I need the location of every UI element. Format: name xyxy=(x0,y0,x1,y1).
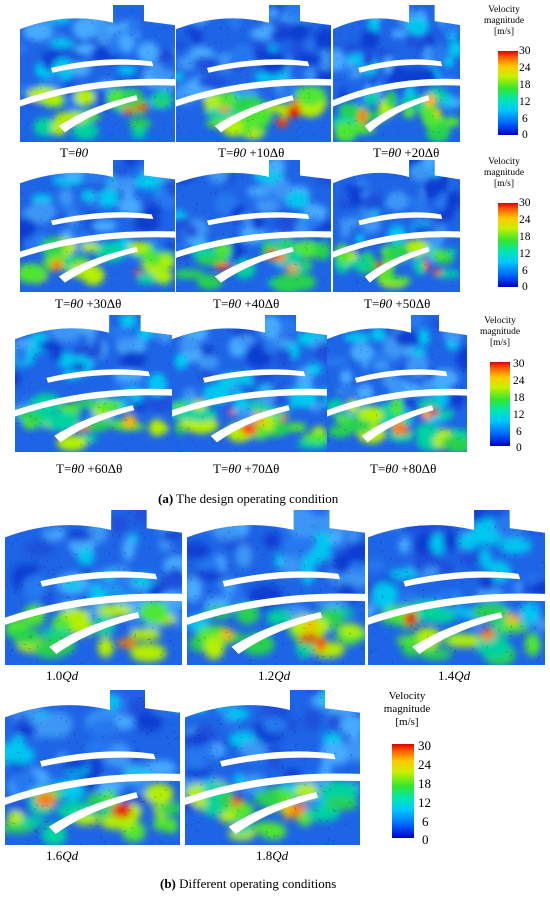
colorbar-tick: 18 xyxy=(513,392,525,404)
colorbar-title: Velocity magnitude [m/s] xyxy=(474,157,534,190)
colorbar-tick: 0 xyxy=(522,129,528,141)
panel-label-a5: T=θ0 +40Δθ xyxy=(213,296,279,312)
colorbar-tick: 18 xyxy=(519,231,531,243)
panel-label-a7: T=θ0 +60Δθ xyxy=(56,461,122,477)
colorbar-tick: 18 xyxy=(519,79,531,91)
colorbar-4: Velocity magnitude [m/s] 30 24 18 12 6 0 xyxy=(372,690,462,850)
colorbar-tick: 12 xyxy=(418,797,431,809)
panel-label-a3: T=θ0 +20Δθ xyxy=(373,145,439,161)
colorbar-tick: 6 xyxy=(516,426,522,438)
colorbar-gradient xyxy=(498,51,518,135)
colorbar-tick: 0 xyxy=(516,442,522,454)
colorbar-tick: 12 xyxy=(513,409,525,421)
colorbar-title: Velocity magnitude [m/s] xyxy=(470,316,530,349)
panel-label-a2: T=θ0 +10Δθ xyxy=(218,145,284,161)
panel-label-a4: T=θ0 +30Δθ xyxy=(55,296,121,312)
contour-panel-a8 xyxy=(172,315,327,452)
colorbar-tick: 24 xyxy=(519,214,531,226)
caption-b: (b) Different operating conditions xyxy=(160,876,336,892)
contour-panel-b1 xyxy=(5,510,182,665)
colorbar-1: Velocity magnitude [m/s] 30 24 18 12 6 0 xyxy=(470,5,545,140)
colorbar-tick: 30 xyxy=(513,358,525,370)
colorbar-title: Velocity magnitude [m/s] xyxy=(474,5,534,38)
colorbar-gradient xyxy=(498,203,518,287)
panel-label-b4: 1.6Qd xyxy=(46,848,78,864)
colorbar-gradient xyxy=(490,362,510,446)
colorbar-tick: 24 xyxy=(418,759,431,771)
colorbar-tick: 6 xyxy=(522,113,528,125)
colorbar-tick: 12 xyxy=(519,96,531,108)
colorbar-tick: 6 xyxy=(422,816,429,828)
caption-a: (a) The design operating condition xyxy=(158,491,338,507)
contour-panel-a2 xyxy=(176,5,331,142)
colorbar-tick: 30 xyxy=(418,740,431,752)
panel-label-a1: T=θ0 xyxy=(60,145,88,161)
colorbar-tick: 18 xyxy=(418,778,431,790)
colorbar-tick: 24 xyxy=(513,375,525,387)
colorbar-title: Velocity magnitude [m/s] xyxy=(372,690,442,729)
panel-label-a6: T=θ0 +50Δθ xyxy=(364,296,430,312)
contour-panel-a6 xyxy=(333,160,460,292)
contour-panel-b4 xyxy=(5,690,180,845)
contour-panel-b2 xyxy=(187,510,365,665)
panel-label-b3: 1.4Qd xyxy=(438,668,470,684)
colorbar-tick: 0 xyxy=(422,834,429,846)
contour-panel-a1 xyxy=(20,5,175,142)
colorbar-tick: 30 xyxy=(519,197,531,209)
contour-panel-a3 xyxy=(333,5,460,142)
panel-label-b2: 1.2Qd xyxy=(258,668,290,684)
colorbar-gradient xyxy=(392,744,414,838)
contour-panel-a5 xyxy=(176,160,331,292)
contour-panel-a4 xyxy=(20,160,175,292)
colorbar-2: Velocity magnitude [m/s] 30 24 18 12 6 0 xyxy=(470,157,545,292)
colorbar-tick: 0 xyxy=(522,281,528,293)
contour-panel-b3 xyxy=(368,510,545,665)
colorbar-3: Velocity magnitude [m/s] 30 24 18 12 6 0 xyxy=(470,316,545,451)
colorbar-tick: 24 xyxy=(519,62,531,74)
colorbar-tick: 12 xyxy=(519,248,531,260)
panel-label-a8: T=θ0 +70Δθ xyxy=(213,461,279,477)
colorbar-tick: 30 xyxy=(519,45,531,57)
panel-label-b5: 1.8Qd xyxy=(256,848,288,864)
contour-panel-b5 xyxy=(185,690,360,845)
panel-label-a9: T=θ0 +80Δθ xyxy=(370,461,436,477)
panel-label-b1: 1.0Qd xyxy=(46,668,78,684)
contour-panel-a9 xyxy=(327,315,467,452)
contour-panel-a7 xyxy=(15,315,172,452)
colorbar-tick: 6 xyxy=(522,265,528,277)
